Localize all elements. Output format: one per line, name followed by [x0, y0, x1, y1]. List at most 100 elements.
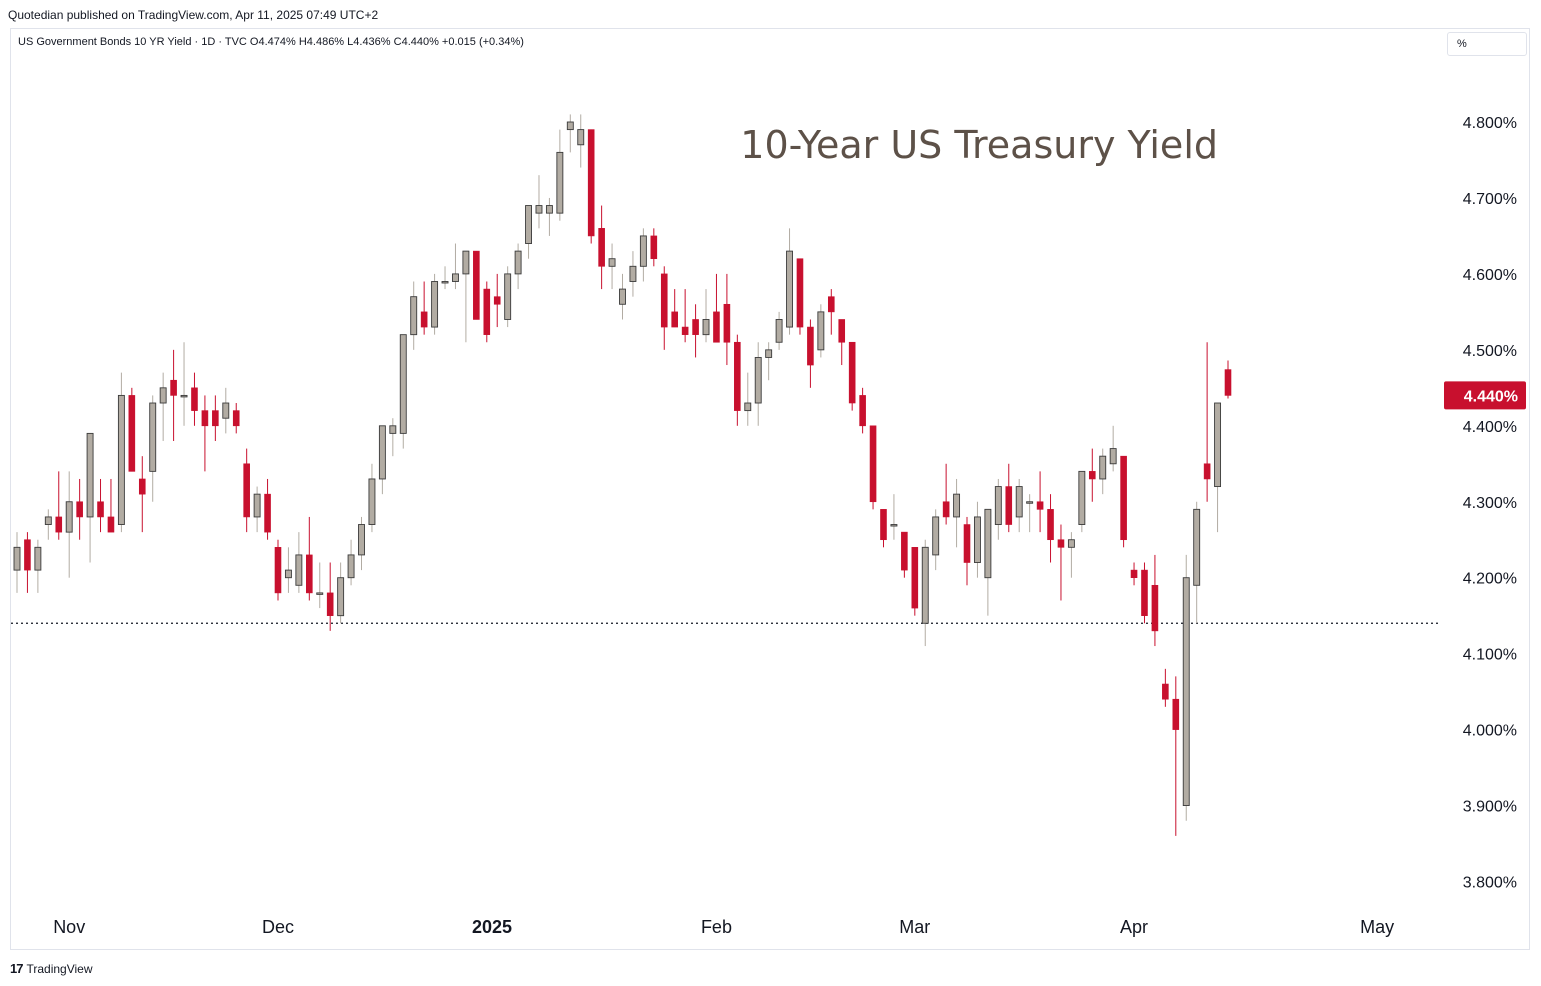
candle-body: [953, 493, 961, 518]
x-tick-label: 2025: [472, 917, 512, 937]
candle-body: [921, 546, 929, 624]
candle: [848, 341, 856, 411]
candle-body: [723, 303, 731, 343]
candle: [566, 114, 574, 153]
candle: [1015, 478, 1023, 533]
candle-body: [566, 121, 574, 131]
candle: [306, 516, 313, 601]
candle-body: [295, 554, 303, 586]
candle-body: [744, 402, 752, 412]
candle-body: [347, 554, 355, 579]
candle-body: [869, 425, 877, 503]
x-tick-label: Nov: [53, 917, 85, 937]
candle-body: [128, 395, 136, 472]
candle: [504, 266, 512, 328]
candle-body: [326, 592, 334, 616]
last-price-label: 4.440%: [1464, 388, 1518, 405]
candle-body: [483, 288, 491, 335]
candle: [953, 478, 961, 548]
candle: [713, 273, 720, 343]
candle-body: [1109, 448, 1117, 465]
candle-body: [671, 311, 678, 328]
candle: [1026, 494, 1034, 533]
candle-body: [598, 228, 605, 267]
candle: [535, 175, 543, 229]
candle: [410, 281, 418, 350]
candle-body: [212, 410, 219, 427]
candle: [326, 562, 334, 631]
y-tick-label: 3.800%: [1463, 875, 1517, 892]
footer-brand[interactable]: 17 TradingView: [10, 961, 93, 976]
candle-body: [441, 281, 449, 284]
y-tick-label: 3.900%: [1463, 799, 1517, 816]
candle: [901, 531, 908, 578]
x-tick-label: Apr: [1120, 917, 1148, 937]
candle-body: [504, 273, 512, 320]
x-tick-label: May: [1360, 917, 1394, 937]
y-tick-label: 4.300%: [1463, 495, 1517, 512]
candle: [212, 395, 219, 441]
candle-body: [525, 205, 532, 244]
candle-body: [462, 250, 470, 275]
candle-body: [243, 463, 250, 518]
candle-body: [201, 410, 209, 427]
candle: [880, 509, 887, 548]
candle: [399, 334, 407, 449]
candle-body: [1067, 539, 1075, 548]
candle-body: [639, 235, 647, 267]
candle-body: [159, 387, 167, 404]
candle: [180, 342, 188, 426]
candle-body: [34, 546, 42, 571]
candle-body: [493, 296, 501, 305]
candle-body: [838, 319, 846, 343]
candle-body: [702, 319, 710, 336]
candle-body: [973, 516, 981, 563]
candle-body: [994, 486, 1002, 525]
candle: [890, 494, 898, 540]
candle: [420, 281, 428, 335]
candle-body: [984, 508, 992, 579]
candle: [316, 562, 324, 609]
candle-body: [368, 478, 376, 525]
candle-body: [1214, 402, 1222, 488]
y-tick-label: 4.100%: [1463, 647, 1517, 664]
candle: [34, 539, 42, 593]
candle: [702, 289, 710, 343]
candle-body: [399, 334, 407, 434]
candle-body: [170, 379, 177, 396]
candle-body: [1151, 584, 1159, 632]
candle-body: [629, 265, 637, 282]
candle-body: [1005, 486, 1013, 525]
candle: [1130, 562, 1138, 586]
candle: [1047, 494, 1054, 563]
candle-body: [942, 501, 950, 518]
candle-body: [786, 250, 793, 328]
candle: [253, 486, 261, 533]
candle-body: [274, 547, 282, 594]
candle-body: [514, 250, 522, 275]
candle-body: [232, 410, 240, 427]
candle-body: [1088, 471, 1096, 480]
unit-selector[interactable]: %: [1447, 32, 1527, 56]
candle: [692, 304, 699, 358]
candle: [295, 532, 303, 593]
candle: [629, 251, 637, 297]
candle: [1182, 554, 1190, 821]
x-tick-label: Dec: [262, 917, 294, 937]
candle-body: [65, 501, 73, 533]
footer-brand-label: TradingView: [26, 961, 93, 976]
candle-body: [734, 341, 741, 411]
candle: [525, 205, 532, 259]
candle-body: [1120, 455, 1127, 541]
candle-body: [848, 341, 856, 404]
candle: [1067, 532, 1075, 578]
candle: [650, 228, 658, 267]
candle: [911, 547, 919, 616]
x-axis: Nov Dec 2025 Feb Mar Apr May: [53, 917, 1394, 937]
candle: [149, 395, 157, 502]
candle: [431, 273, 439, 335]
candle: [191, 372, 198, 426]
candle: [556, 129, 564, 221]
candle: [274, 539, 282, 601]
candle: [55, 471, 63, 540]
